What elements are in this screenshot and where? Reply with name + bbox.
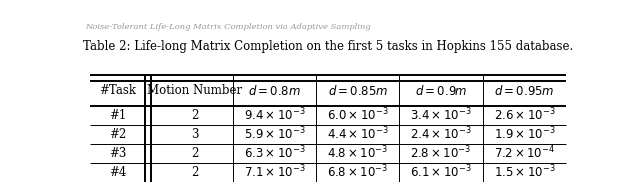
Text: $1.9\times10^{-3}$: $1.9\times10^{-3}$ — [493, 126, 556, 143]
Text: $6.8\times10^{-3}$: $6.8\times10^{-3}$ — [327, 164, 388, 180]
Text: #Task: #Task — [99, 84, 136, 97]
Text: Noise-Tolerant Life-Long Matrix Completion via Adaptive Sampling: Noise-Tolerant Life-Long Matrix Completi… — [85, 23, 371, 31]
Text: $7.2\times10^{-4}$: $7.2\times10^{-4}$ — [494, 145, 555, 161]
Text: $9.4\times10^{-3}$: $9.4\times10^{-3}$ — [244, 107, 305, 124]
Text: $d=0.9m$: $d=0.9m$ — [415, 84, 467, 98]
Text: $7.1\times10^{-3}$: $7.1\times10^{-3}$ — [244, 164, 305, 180]
Text: $6.1\times10^{-3}$: $6.1\times10^{-3}$ — [410, 164, 472, 180]
Text: $d=0.85m$: $d=0.85m$ — [328, 84, 388, 98]
Text: #1: #1 — [109, 109, 126, 122]
Text: $6.3\times10^{-3}$: $6.3\times10^{-3}$ — [244, 145, 305, 161]
Text: #3: #3 — [109, 147, 126, 160]
Text: $6.0\times10^{-3}$: $6.0\times10^{-3}$ — [327, 107, 388, 124]
Text: 2: 2 — [191, 147, 198, 160]
Text: $d=0.95m$: $d=0.95m$ — [494, 84, 554, 98]
Text: $5.9\times10^{-3}$: $5.9\times10^{-3}$ — [244, 126, 305, 143]
Text: $4.8\times10^{-3}$: $4.8\times10^{-3}$ — [327, 145, 388, 161]
Text: $d=0.8m$: $d=0.8m$ — [248, 84, 301, 98]
Text: 2: 2 — [191, 109, 198, 122]
Text: #2: #2 — [109, 128, 126, 141]
Text: $2.4\times10^{-3}$: $2.4\times10^{-3}$ — [410, 126, 472, 143]
Text: $2.8\times10^{-3}$: $2.8\times10^{-3}$ — [410, 145, 472, 161]
Text: #4: #4 — [109, 166, 126, 179]
Text: $4.4\times10^{-3}$: $4.4\times10^{-3}$ — [327, 126, 388, 143]
Text: Motion Number: Motion Number — [147, 84, 242, 97]
Text: 2: 2 — [191, 166, 198, 179]
Text: Table 2: Life-long Matrix Completion on the first 5 tasks in Hopkins 155 databas: Table 2: Life-long Matrix Completion on … — [83, 40, 573, 53]
Text: $1.5\times10^{-3}$: $1.5\times10^{-3}$ — [493, 164, 556, 180]
Text: 3: 3 — [191, 128, 198, 141]
Text: $2.6\times10^{-3}$: $2.6\times10^{-3}$ — [493, 107, 556, 124]
Text: $3.4\times10^{-3}$: $3.4\times10^{-3}$ — [410, 107, 472, 124]
